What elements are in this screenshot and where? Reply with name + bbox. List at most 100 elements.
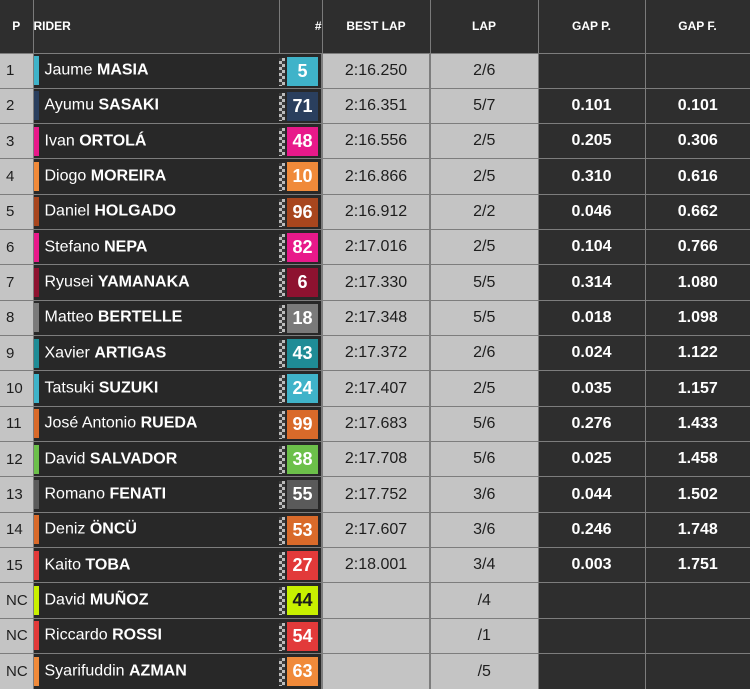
checkered-flag-icon [279,658,285,687]
table-row[interactable]: 6 Stefano NEPA 82 2:17.016 2/5 0.104 0.766 [0,229,750,265]
gap-prev-cell: 0.046 [537,193,645,230]
gap-prev-cell: 0.276 [537,405,645,442]
checkered-flag-icon [279,375,285,404]
table-row[interactable]: 5 Daniel HOLGADO 96 2:16.912 2/2 0.046 0.662 [0,193,750,230]
table-row[interactable]: 10 Tatsuki SUZUKI 24 2:17.407 2/5 0.035 1.157 [0,370,750,407]
table-body: 1 Jaume MASIA 5 2:16.250 2/6 2 Ayumu SASAKI 71 2… [0,52,750,689]
table-row[interactable]: NC Syarifuddin AZMAN 63/5 [0,653,750,689]
rider-first-name: Romano [44,485,105,503]
rider-cell: Stefano NEPA [33,229,279,265]
table-row[interactable]: 9 Xavier ARTIGAS 43 2:17.372 2/6 0.024 1.122 [0,335,750,371]
gap-prev-cell: 0.314 [537,264,645,301]
position-cell: NC [0,582,34,619]
gap-first-cell: 1.751 [644,547,750,583]
rider-number-badge: 48 [287,127,318,157]
position-cell: NC [0,617,34,654]
number-cell: 44 [279,582,322,619]
number-cell: 71 [279,87,322,124]
rider-number-badge: 27 [287,551,318,581]
table-row[interactable]: 1 Jaume MASIA 5 2:16.250 2/6 [0,52,750,89]
number-cell: 6 [279,264,322,301]
rider-last-name: MUÑOZ [89,591,149,609]
header-gap-first: GAP F. [645,0,750,53]
rider-cell: Ivan ORTOLÁ [33,123,279,159]
team-color-stripe [33,550,39,580]
rider-last-name: ROSSI [112,627,162,645]
team-color-stripe [33,444,39,474]
table-row[interactable]: 11 José Antonio RUEDA 99 2:17.683 5/6 0.276 1.… [0,405,750,442]
best-lap-cell: 2:17.407 [321,370,430,407]
rider-first-name: Syarifuddin [44,662,125,680]
rider-number-badge: 63 [287,657,318,687]
rider-number-badge: 18 [287,303,318,333]
lap-cell: 5/5 [429,299,538,336]
rider-cell: Deniz ÖNCÜ [33,511,279,548]
position-cell: 3 [0,123,34,159]
table-row[interactable]: 8 Matteo BERTELLE 18 2:17.348 5/5 0.018 1.098 [0,299,750,336]
rider-cell: José Antonio RUEDA [33,405,279,442]
best-lap-cell [321,582,430,619]
number-cell: 5 [279,52,322,89]
table-row[interactable]: 4 Diogo MOREIRA 10 2:16.866 2/5 0.310 0.616 [0,158,750,195]
table-row[interactable]: 15 Kaito TOBA 27 2:18.001 3/4 0.003 1.751 [0,547,750,583]
rider-number-badge: 71 [287,91,318,121]
lap-cell: 2/6 [429,52,538,89]
position-cell: 4 [0,158,34,195]
best-lap-cell: 2:17.683 [321,405,430,442]
team-color-stripe [33,657,39,687]
lap-cell: /4 [429,582,538,619]
rider-last-name: NEPA [104,238,148,256]
table-row[interactable]: 14 Deniz ÖNCÜ 53 2:17.607 3/6 0.246 1.748 [0,511,750,548]
gap-first-cell [644,617,750,654]
header-lap: LAP [430,0,539,53]
rider-cell: Syarifuddin AZMAN [33,653,279,689]
checkered-flag-icon [279,198,285,227]
lap-cell: 2/5 [429,158,538,195]
lap-cell: /1 [429,617,538,654]
position-cell: 14 [0,511,34,548]
gap-prev-cell: 0.025 [537,441,645,477]
rider-number-badge: 53 [287,515,318,545]
header-rider: RIDER [33,0,280,53]
rider-first-name: José Antonio [44,415,137,433]
gap-first-cell [644,52,750,89]
rider-last-name: MASIA [96,61,149,79]
team-color-stripe [33,515,39,545]
lap-cell: 2/5 [429,229,538,265]
gap-first-cell: 1.098 [644,299,750,336]
checkered-flag-icon [279,552,285,581]
lap-cell: 5/7 [429,87,538,124]
rider-cell: Tatsuki SUZUKI [33,370,279,407]
checkered-flag-icon [279,128,285,157]
best-lap-cell: 2:17.372 [321,335,430,371]
number-cell: 55 [279,476,322,513]
rider-last-name: ORTOLÁ [79,132,147,150]
header-best-lap: BEST LAP [322,0,431,53]
best-lap-cell: 2:16.250 [321,52,430,89]
rider-last-name: SASAKI [98,97,159,115]
gap-first-cell: 0.766 [644,229,750,265]
rider-first-name: Ayumu [44,97,95,115]
best-lap-cell: 2:16.912 [321,193,430,230]
table-row[interactable]: NC Riccardo ROSSI 54/1 [0,617,750,654]
best-lap-cell: 2:17.348 [321,299,430,336]
table-row[interactable]: 13 Romano FENATI 55 2:17.752 3/6 0.044 1.502 [0,476,750,513]
rider-first-name: Matteo [44,309,94,327]
team-color-stripe [33,126,39,156]
table-row[interactable]: 2 Ayumu SASAKI 71 2:16.351 5/7 0.101 0.101 [0,87,750,124]
position-cell: 5 [0,193,34,230]
table-row[interactable]: NC David MUÑOZ 44/4 [0,582,750,619]
gap-first-cell: 1.458 [644,441,750,477]
table-row[interactable]: 3 Ivan ORTOLÁ 48 2:16.556 2/5 0.205 0.306 [0,123,750,159]
rider-number-badge: 44 [287,586,318,616]
table-row[interactable]: 7 Ryusei YAMANAKA 6 2:17.330 5/5 0.314 1.080 [0,264,750,301]
rider-number-badge: 5 [287,56,318,86]
header-row: P RIDER # BEST LAP LAP GAP P. GAP F. [0,0,750,53]
rider-last-name: TOBA [85,556,131,574]
rider-last-name: BERTELLE [97,309,183,327]
lap-cell: 2/5 [429,123,538,159]
best-lap-cell [321,617,430,654]
table-row[interactable]: 12 David SALVADOR 38 2:17.708 5/6 0.025 1.458 [0,441,750,477]
checkered-flag-icon [279,340,285,369]
